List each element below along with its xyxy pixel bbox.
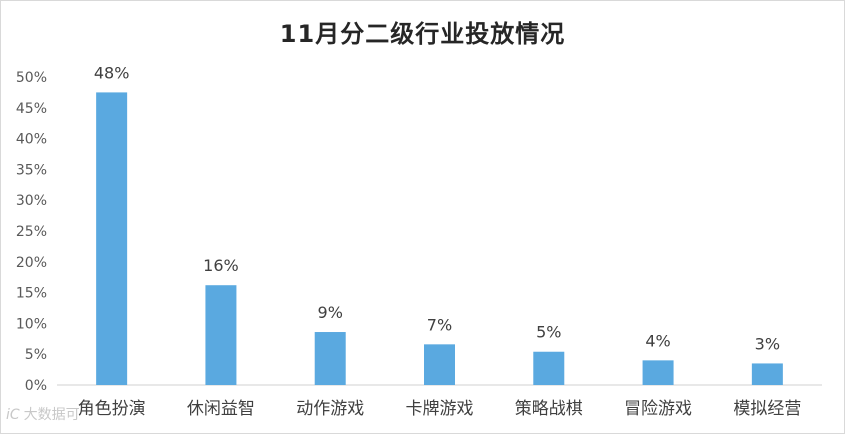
watermark-text: 大数据可 xyxy=(23,407,80,423)
data-label: 7% xyxy=(427,315,452,334)
data-label: 9% xyxy=(318,303,343,322)
data-label: 4% xyxy=(645,331,670,350)
x-category-label: 动作游戏 xyxy=(296,399,364,419)
y-tick-label: 10% xyxy=(16,316,47,332)
y-tick-label: 5% xyxy=(25,347,47,363)
watermark: iC 大数据可 xyxy=(6,404,80,424)
bar xyxy=(314,332,346,385)
data-label: 48% xyxy=(94,63,130,82)
y-tick-label: 40% xyxy=(16,132,47,148)
x-category-label: 休闲益智 xyxy=(187,399,255,419)
y-tick-label: 0% xyxy=(25,378,47,394)
y-tick-label: 35% xyxy=(16,162,47,178)
y-tick-label: 15% xyxy=(16,286,47,302)
data-label: 3% xyxy=(755,334,780,353)
bar xyxy=(642,360,674,385)
bar xyxy=(533,351,565,385)
bar xyxy=(96,92,128,386)
watermark-logo: iC xyxy=(6,407,20,423)
x-category-label: 策略战棋 xyxy=(515,399,583,419)
x-category-label: 模拟经营 xyxy=(733,399,801,419)
y-tick-label: 20% xyxy=(16,255,47,271)
y-tick-label: 45% xyxy=(16,101,47,117)
x-category-label: 冒险游戏 xyxy=(624,399,692,419)
data-label: 16% xyxy=(203,256,239,275)
bar xyxy=(205,285,237,385)
bar xyxy=(424,344,455,385)
x-category-label: 卡牌游戏 xyxy=(406,399,474,419)
y-tick-label: 25% xyxy=(16,224,47,240)
chart-title: 11月分二级行业投放情况 xyxy=(279,20,566,48)
x-category-label: 角色扮演 xyxy=(78,399,146,419)
y-tick-label: 50% xyxy=(16,70,47,86)
data-label: 5% xyxy=(536,323,561,342)
y-tick-label: 30% xyxy=(16,193,47,209)
bar xyxy=(751,363,783,385)
